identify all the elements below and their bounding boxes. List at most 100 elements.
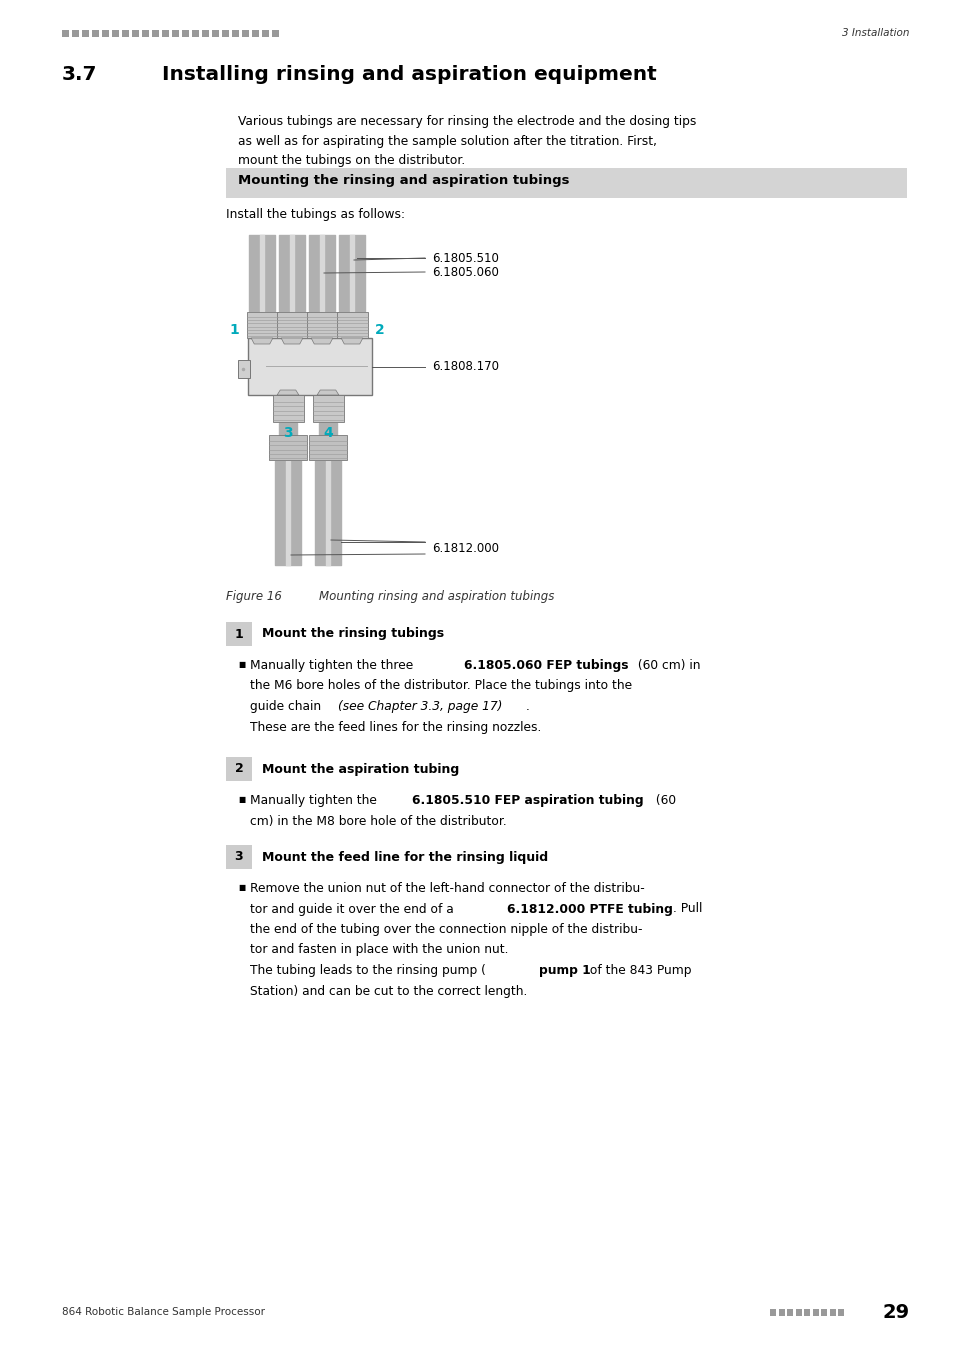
Bar: [828, 1310, 835, 1315]
Bar: [172, 30, 179, 36]
Text: 1: 1: [234, 628, 243, 640]
Text: 6.1805.510: 6.1805.510: [432, 251, 498, 265]
Text: 3: 3: [234, 850, 243, 864]
Polygon shape: [251, 338, 273, 344]
Text: the end of the tubing over the connection nipple of the distribu-: the end of the tubing over the connectio…: [250, 923, 641, 936]
Text: ■: ■: [237, 795, 245, 805]
Text: Mount the rinsing tubings: Mount the rinsing tubings: [262, 628, 444, 640]
Bar: [226, 167, 906, 197]
Text: 1: 1: [230, 323, 239, 338]
Text: 29: 29: [882, 1303, 909, 1322]
Text: of the 843 Pump: of the 843 Pump: [586, 964, 691, 977]
Text: Mounting rinsing and aspiration tubings: Mounting rinsing and aspiration tubings: [304, 590, 554, 603]
Text: the M6 bore holes of the distributor. Place the tubings into the: the M6 bore holes of the distributor. Pl…: [250, 679, 632, 693]
Bar: [778, 1310, 784, 1315]
Bar: [132, 30, 139, 36]
Text: 6.1812.000: 6.1812.000: [432, 541, 498, 555]
Bar: [276, 312, 307, 338]
Bar: [212, 30, 219, 36]
Text: . Pull: . Pull: [672, 903, 701, 915]
Bar: [273, 396, 303, 423]
Text: These are the feed lines for the rinsing nozzles.: These are the feed lines for the rinsing…: [250, 721, 540, 733]
Text: Figure 16: Figure 16: [226, 590, 281, 603]
Text: 6.1812.000 PTFE tubing: 6.1812.000 PTFE tubing: [506, 903, 672, 915]
Text: Remove the union nut of the left-hand connector of the distribu-: Remove the union nut of the left-hand co…: [250, 882, 644, 895]
Bar: [795, 1310, 801, 1315]
Text: (see Chapter 3.3, page 17): (see Chapter 3.3, page 17): [337, 701, 502, 713]
Bar: [786, 1310, 792, 1315]
Polygon shape: [277, 390, 298, 396]
Polygon shape: [316, 390, 338, 396]
Text: 2: 2: [234, 763, 243, 775]
Bar: [262, 30, 269, 36]
Bar: [192, 30, 199, 36]
Bar: [82, 30, 89, 36]
Bar: [769, 1310, 776, 1315]
Text: (60: (60: [651, 794, 675, 807]
Text: 3: 3: [283, 427, 293, 440]
Bar: [248, 338, 372, 396]
Bar: [812, 1310, 818, 1315]
Text: Manually tighten the three: Manually tighten the three: [250, 659, 416, 672]
Text: cm) in the M8 bore hole of the distributor.: cm) in the M8 bore hole of the distribut…: [250, 814, 506, 828]
Bar: [336, 312, 367, 338]
Bar: [122, 30, 129, 36]
Bar: [102, 30, 109, 36]
Bar: [222, 30, 229, 36]
Bar: [112, 30, 119, 36]
Text: .: .: [525, 701, 529, 713]
Bar: [246, 312, 277, 338]
Bar: [313, 396, 343, 423]
Bar: [202, 30, 209, 36]
Bar: [142, 30, 149, 36]
Text: Installing rinsing and aspiration equipment: Installing rinsing and aspiration equipm…: [162, 65, 656, 84]
Polygon shape: [311, 338, 333, 344]
Text: 6.1805.060 FEP tubings: 6.1805.060 FEP tubings: [464, 659, 628, 672]
Text: guide chain: guide chain: [250, 701, 325, 713]
Bar: [803, 1310, 809, 1315]
Text: (60 cm) in: (60 cm) in: [634, 659, 700, 672]
Bar: [837, 1310, 843, 1315]
Text: tor and guide it over the end of a: tor and guide it over the end of a: [250, 903, 457, 915]
Bar: [232, 30, 239, 36]
Bar: [226, 622, 252, 647]
Text: Mount the aspiration tubing: Mount the aspiration tubing: [262, 763, 458, 775]
Bar: [152, 30, 159, 36]
Text: mount the tubings on the distributor.: mount the tubings on the distributor.: [237, 154, 465, 167]
Bar: [269, 435, 307, 460]
Bar: [272, 30, 278, 36]
Bar: [252, 30, 258, 36]
Bar: [71, 30, 79, 36]
Bar: [182, 30, 189, 36]
Bar: [237, 360, 250, 378]
Bar: [162, 30, 169, 36]
Text: tor and fasten in place with the union nut.: tor and fasten in place with the union n…: [250, 944, 508, 957]
Text: ■: ■: [237, 660, 245, 670]
Text: 6.1808.170: 6.1808.170: [432, 360, 498, 374]
Text: The tubing leads to the rinsing pump (: The tubing leads to the rinsing pump (: [250, 964, 485, 977]
Bar: [821, 1310, 826, 1315]
Text: Mounting the rinsing and aspiration tubings: Mounting the rinsing and aspiration tubi…: [237, 174, 569, 188]
Bar: [309, 435, 347, 460]
Bar: [226, 757, 252, 782]
Text: Manually tighten the: Manually tighten the: [250, 794, 380, 807]
Text: 6.1805.060: 6.1805.060: [432, 266, 498, 278]
Text: 4: 4: [323, 427, 333, 440]
Bar: [91, 30, 99, 36]
Bar: [306, 312, 337, 338]
Text: 3 Installation: 3 Installation: [841, 28, 909, 38]
Bar: [242, 30, 249, 36]
Text: Station) and can be cut to the correct length.: Station) and can be cut to the correct l…: [250, 984, 527, 998]
Text: as well as for aspirating the sample solution after the titration. First,: as well as for aspirating the sample sol…: [237, 135, 657, 147]
Polygon shape: [281, 338, 302, 344]
Text: Install the tubings as follows:: Install the tubings as follows:: [226, 208, 405, 221]
Text: 864 Robotic Balance Sample Processor: 864 Robotic Balance Sample Processor: [62, 1307, 265, 1318]
Text: pump 1: pump 1: [538, 964, 590, 977]
Text: Mount the feed line for the rinsing liquid: Mount the feed line for the rinsing liqu…: [262, 850, 548, 864]
Text: 2: 2: [375, 323, 384, 338]
Text: 6.1805.510 FEP aspiration tubing: 6.1805.510 FEP aspiration tubing: [411, 794, 642, 807]
Bar: [62, 30, 69, 36]
Text: 3.7: 3.7: [62, 65, 97, 84]
Bar: [226, 845, 252, 869]
Text: Various tubings are necessary for rinsing the electrode and the dosing tips: Various tubings are necessary for rinsin…: [237, 115, 696, 128]
